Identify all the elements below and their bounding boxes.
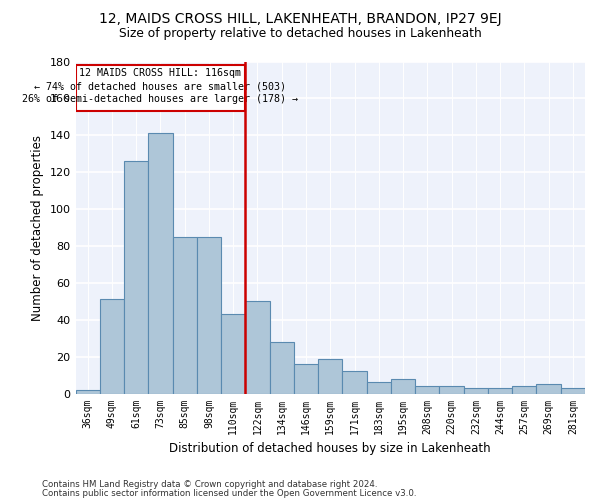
Bar <box>173 237 197 394</box>
Bar <box>294 364 318 394</box>
Text: Contains public sector information licensed under the Open Government Licence v3: Contains public sector information licen… <box>42 489 416 498</box>
Bar <box>124 161 148 394</box>
Text: Size of property relative to detached houses in Lakenheath: Size of property relative to detached ho… <box>119 28 481 40</box>
Bar <box>343 372 367 394</box>
Bar <box>536 384 561 394</box>
Bar <box>221 314 245 394</box>
Bar <box>464 388 488 394</box>
Bar <box>148 134 173 394</box>
Bar <box>76 390 100 394</box>
Bar <box>415 386 439 394</box>
Text: Contains HM Land Registry data © Crown copyright and database right 2024.: Contains HM Land Registry data © Crown c… <box>42 480 377 489</box>
Text: 26% of semi-detached houses are larger (178) →: 26% of semi-detached houses are larger (… <box>22 94 298 104</box>
Bar <box>391 379 415 394</box>
Text: ← 74% of detached houses are smaller (503): ← 74% of detached houses are smaller (50… <box>34 82 286 92</box>
Bar <box>512 386 536 394</box>
Text: 12 MAIDS CROSS HILL: 116sqm: 12 MAIDS CROSS HILL: 116sqm <box>79 68 241 78</box>
Bar <box>197 237 221 394</box>
Text: 12, MAIDS CROSS HILL, LAKENHEATH, BRANDON, IP27 9EJ: 12, MAIDS CROSS HILL, LAKENHEATH, BRANDO… <box>98 12 502 26</box>
Bar <box>318 358 343 394</box>
Bar <box>269 342 294 394</box>
Bar <box>245 302 269 394</box>
Bar <box>488 388 512 394</box>
Bar <box>367 382 391 394</box>
Y-axis label: Number of detached properties: Number of detached properties <box>31 134 44 320</box>
Bar <box>76 65 245 112</box>
Bar <box>561 388 585 394</box>
X-axis label: Distribution of detached houses by size in Lakenheath: Distribution of detached houses by size … <box>169 442 491 455</box>
Bar <box>100 300 124 394</box>
Bar <box>439 386 464 394</box>
